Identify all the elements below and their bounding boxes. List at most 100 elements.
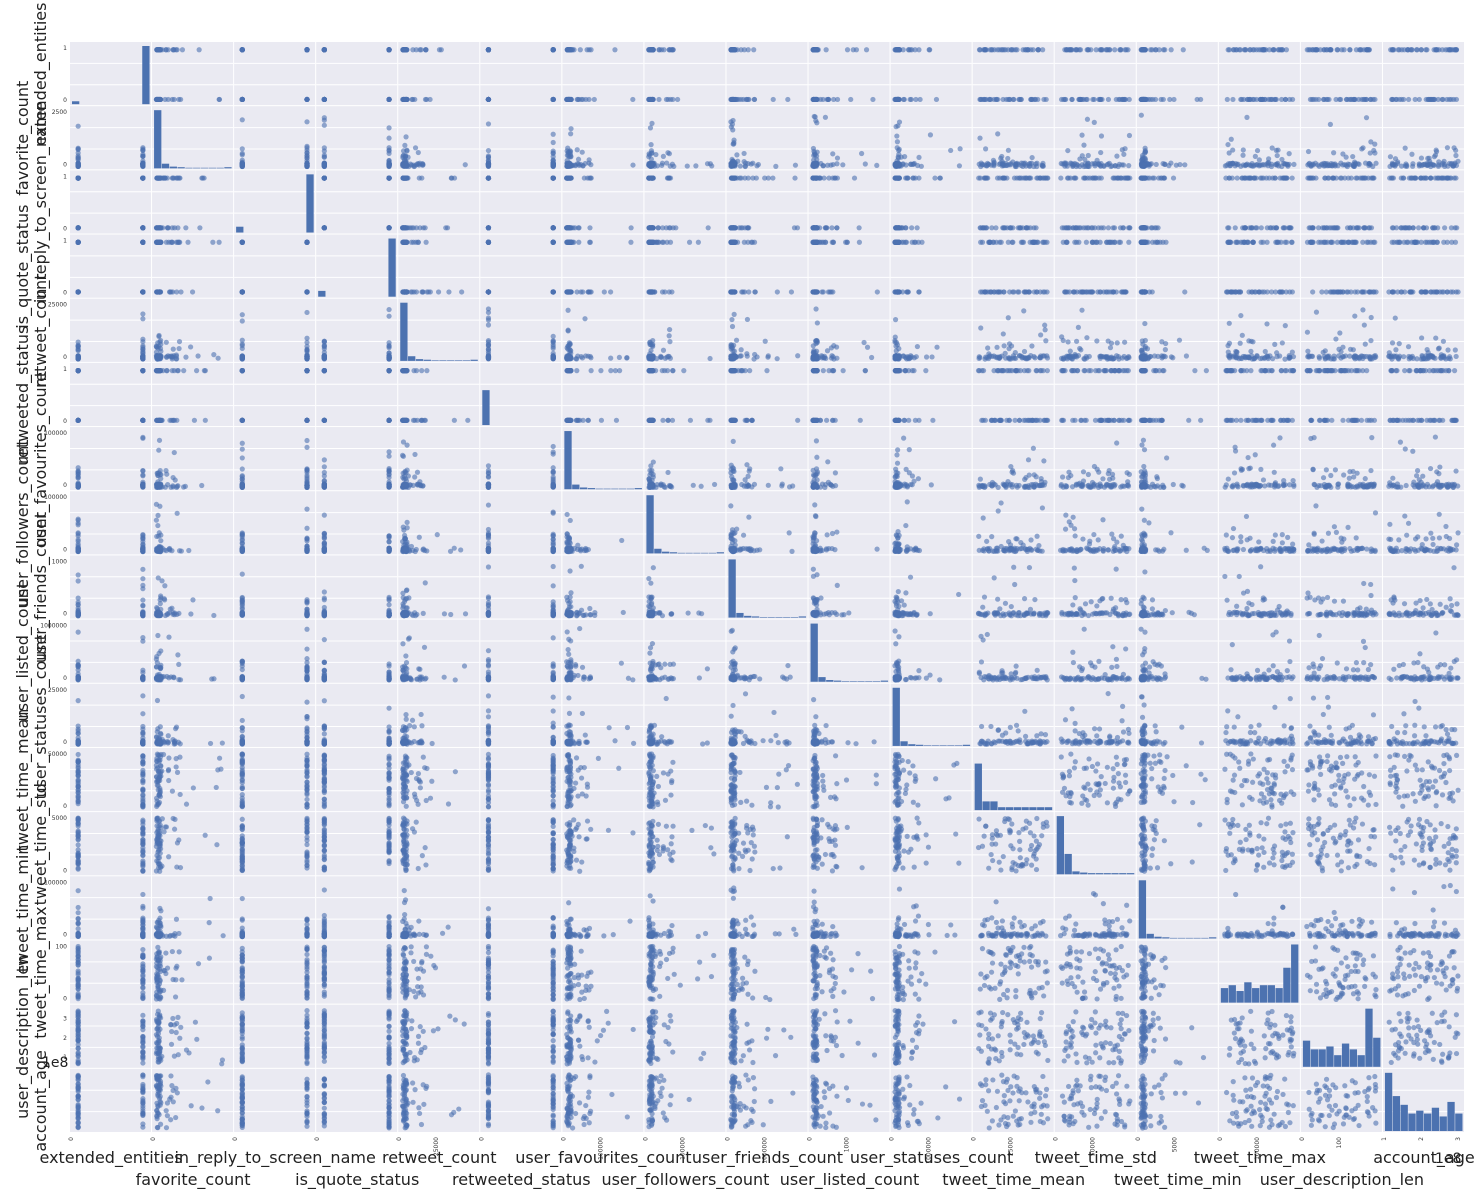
scatter-point bbox=[1412, 240, 1417, 245]
scatter-point bbox=[745, 97, 750, 102]
scatter-point bbox=[1261, 175, 1266, 180]
scatter-point bbox=[76, 348, 81, 353]
scatter-point bbox=[982, 47, 987, 52]
scatter-point bbox=[1419, 47, 1424, 52]
scatter-point bbox=[1277, 289, 1282, 294]
scatter-point bbox=[762, 175, 767, 180]
scatter-point bbox=[994, 240, 999, 245]
scatter-point bbox=[649, 175, 654, 180]
scatter-point bbox=[1171, 97, 1176, 102]
scatter-point bbox=[1065, 148, 1070, 153]
scatter-point bbox=[210, 240, 215, 245]
scatter-point bbox=[1403, 163, 1408, 168]
scatter-point bbox=[1100, 47, 1105, 52]
scatter-point bbox=[322, 175, 327, 180]
scatter-point bbox=[1359, 146, 1364, 151]
scatter-point bbox=[1058, 175, 1063, 180]
cell-background bbox=[480, 170, 561, 233]
scatter-point bbox=[1445, 289, 1450, 294]
scatter-point bbox=[667, 151, 672, 156]
scatter-point bbox=[1440, 289, 1445, 294]
scatter-point bbox=[486, 240, 491, 245]
scatter-point bbox=[403, 134, 408, 139]
scatter-point bbox=[76, 147, 81, 152]
scatter-point bbox=[905, 289, 910, 294]
scatter-point bbox=[746, 175, 751, 180]
scatter-point bbox=[1338, 175, 1343, 180]
scatter-point bbox=[1064, 240, 1069, 245]
scatter-point bbox=[957, 163, 962, 168]
scatter-point bbox=[1001, 47, 1006, 52]
scatter-point bbox=[1094, 47, 1099, 52]
scatter-point bbox=[1117, 97, 1122, 102]
cell-extended_entities-vs-user_listed_count bbox=[809, 42, 890, 105]
scatter-point bbox=[1423, 47, 1428, 52]
scatter-point bbox=[1291, 162, 1296, 167]
cell-is_quote_status-vs-retweet_count bbox=[398, 235, 479, 298]
cell-is_quote_status-vs-user_followers_count bbox=[644, 235, 725, 298]
scatter-point bbox=[1241, 147, 1246, 152]
scatter-point bbox=[656, 97, 661, 102]
scatter-point bbox=[1142, 151, 1147, 156]
scatter-point bbox=[1351, 225, 1356, 230]
cell-in_reply_to_screen_name-vs-is_quote_status bbox=[316, 170, 397, 233]
scatter-point bbox=[821, 175, 826, 180]
cell-extended_entities-vs-retweeted_status bbox=[480, 42, 561, 105]
scatter-point bbox=[1388, 154, 1393, 159]
scatter-point bbox=[793, 163, 798, 168]
scatter-point bbox=[446, 289, 451, 294]
histogram-bar bbox=[201, 168, 208, 169]
cell-retweet_count-vs-favorite_count bbox=[152, 299, 233, 362]
cell-extended_entities-vs-user_followers_count bbox=[644, 42, 725, 105]
scatter-point bbox=[895, 161, 900, 166]
scatter-point bbox=[1247, 47, 1252, 52]
scatter-point bbox=[240, 312, 245, 317]
cell-in_reply_to_screen_name-vs-user_friends_count bbox=[726, 170, 807, 233]
scatter-point bbox=[1364, 115, 1369, 120]
scatter-point bbox=[420, 289, 425, 294]
scatter-point bbox=[1306, 149, 1311, 154]
scatter-point bbox=[1092, 97, 1097, 102]
cell-favorite_count-vs-tweet_time_max bbox=[1219, 106, 1300, 169]
scatter-point bbox=[304, 163, 309, 168]
scatter-point bbox=[76, 124, 81, 129]
scatter-point bbox=[664, 97, 669, 102]
scatter-point bbox=[1079, 289, 1084, 294]
scatter-point bbox=[76, 289, 81, 294]
scatter-point bbox=[1105, 47, 1110, 52]
scatter-point bbox=[1004, 97, 1009, 102]
scatter-point bbox=[734, 152, 739, 157]
scatter-point bbox=[1287, 151, 1292, 156]
scatter-point bbox=[1290, 289, 1295, 294]
scatter-point bbox=[742, 159, 747, 164]
scatter-point bbox=[177, 339, 182, 344]
scatter-point bbox=[670, 97, 675, 102]
scatter-point bbox=[1369, 225, 1374, 230]
scatter-point bbox=[171, 47, 176, 52]
scatter-point bbox=[1259, 162, 1264, 167]
scatter-point bbox=[551, 161, 556, 166]
scatter-point bbox=[154, 350, 159, 355]
scatter-point bbox=[1230, 161, 1235, 166]
scatter-point bbox=[1436, 97, 1441, 102]
scatter-point bbox=[819, 289, 824, 294]
scatter-point bbox=[1148, 47, 1153, 52]
scatter-point bbox=[1290, 175, 1295, 180]
cell-favorite_count-vs-tweet_time_min bbox=[1137, 106, 1218, 169]
histogram-bar bbox=[142, 46, 149, 104]
scatter-point bbox=[824, 47, 829, 52]
scatter-point bbox=[1086, 289, 1091, 294]
scatter-point bbox=[789, 289, 794, 294]
scatter-point bbox=[486, 148, 491, 153]
scatter-point bbox=[1042, 289, 1047, 294]
scatter-point bbox=[1031, 164, 1036, 169]
scatter-point bbox=[1284, 47, 1289, 52]
scatter-point bbox=[1182, 162, 1187, 167]
scatter-point bbox=[1099, 97, 1104, 102]
cell-background bbox=[644, 170, 725, 233]
scatter-point bbox=[1035, 97, 1040, 102]
scatter-point bbox=[1127, 133, 1132, 138]
scatter-point bbox=[140, 162, 145, 167]
scatter-point bbox=[76, 225, 81, 230]
scatter-point bbox=[551, 132, 556, 137]
